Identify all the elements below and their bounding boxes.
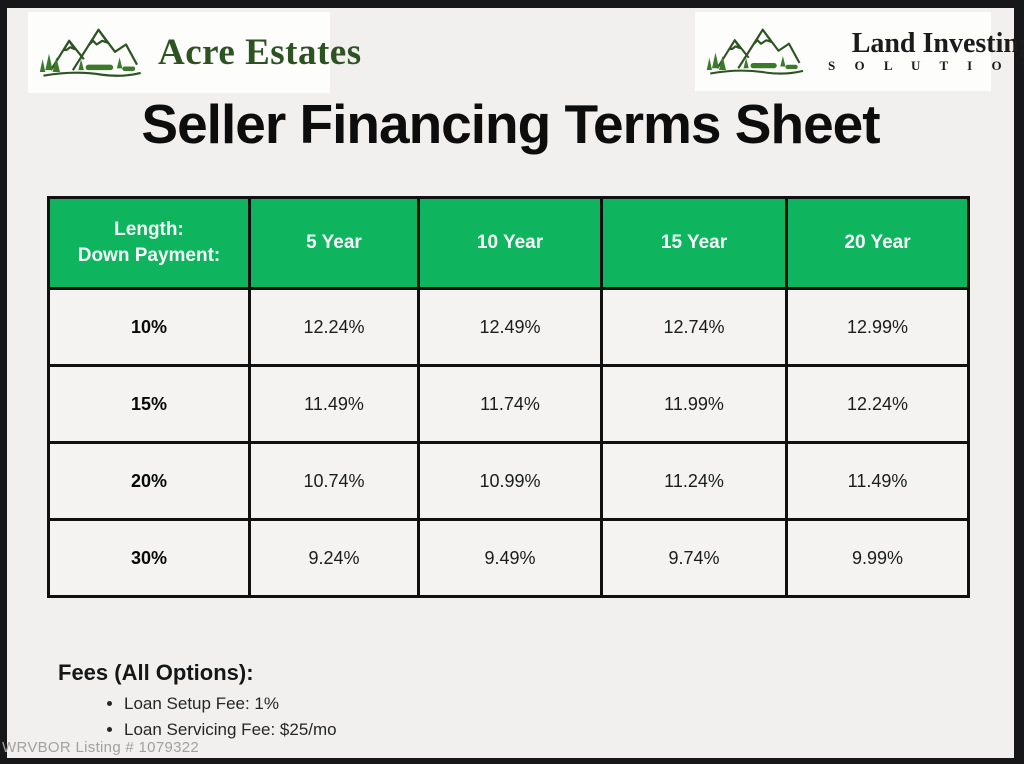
header-cell-15year: 15 Year: [600, 196, 788, 290]
header-length-label: Length:: [114, 219, 184, 241]
rate-cell: 9.74%: [600, 518, 788, 598]
fee-item-setup: Loan Setup Fee: 1%: [124, 694, 337, 714]
table-row: 10% 12.24% 12.49% 12.74% 12.99%: [47, 287, 970, 367]
rate-cell: 9.24%: [248, 518, 420, 598]
mountain-trees-icon: [705, 17, 810, 86]
rate-cell: 11.99%: [600, 364, 788, 444]
land-investing-logo: Land Investing S O L U T I O N S: [695, 12, 1024, 91]
rate-cell: 10.99%: [417, 441, 603, 521]
header-cell-10year: 10 Year: [417, 196, 603, 290]
row-label-cell: 15%: [47, 364, 251, 444]
rate-cell: 9.49%: [417, 518, 603, 598]
rate-cell: 12.49%: [417, 287, 603, 367]
rate-cell: 11.24%: [600, 441, 788, 521]
acre-estates-wordmark: Acre Estates: [158, 32, 362, 73]
page-title: Seller Financing Terms Sheet: [141, 93, 880, 155]
rate-cell: 12.24%: [785, 364, 970, 444]
listing-watermark: WRVBOR Listing # 1079322: [2, 739, 200, 756]
fee-item-servicing: Loan Servicing Fee: $25/mo: [124, 720, 337, 740]
header-cell-5year: 5 Year: [248, 196, 420, 290]
land-investing-wordmark: Land Investing: [851, 27, 1024, 59]
rate-cell: 10.74%: [248, 441, 420, 521]
row-label-cell: 20%: [47, 441, 251, 521]
rate-cell: 9.99%: [785, 518, 970, 598]
rate-cell: 11.74%: [417, 364, 603, 444]
document-page: Acre Estates: [2, 8, 1024, 758]
header-downpayment-label: Down Payment:: [77, 245, 221, 266]
rate-cell: 11.49%: [248, 364, 420, 444]
row-label-cell: 10%: [47, 287, 251, 367]
row-label-cell: 30%: [47, 518, 251, 598]
header-cell-length-downpayment: Length: Down Payment:: [47, 196, 251, 290]
fees-list: Loan Setup Fee: 1% Loan Servicing Fee: $…: [124, 694, 337, 740]
fees-section: Fees (All Options): Loan Setup Fee: 1% L…: [58, 660, 337, 746]
table-row: 30% 9.24% 9.49% 9.74% 9.99%: [47, 518, 970, 598]
financing-terms-table: Length: Down Payment: 5 Year 10 Year 15 …: [47, 196, 970, 598]
rate-cell: 12.74%: [600, 287, 788, 367]
header-cell-20year: 20 Year: [785, 196, 970, 290]
rate-cell: 11.49%: [785, 441, 970, 521]
rate-cell: 12.24%: [248, 287, 420, 367]
acre-estates-logo: Acre Estates: [28, 12, 361, 93]
solutions-wordmark: S O L U T I O N S: [828, 58, 1024, 74]
mountain-trees-icon: [38, 16, 148, 89]
table-header-row: Length: Down Payment: 5 Year 10 Year 15 …: [47, 196, 970, 290]
rate-cell: 12.99%: [785, 287, 970, 367]
table-row: 20% 10.74% 10.99% 11.24% 11.49%: [47, 441, 970, 521]
table-row: 15% 11.49% 11.74% 11.99% 12.24%: [47, 364, 970, 444]
fees-heading: Fees (All Options):: [58, 660, 254, 685]
